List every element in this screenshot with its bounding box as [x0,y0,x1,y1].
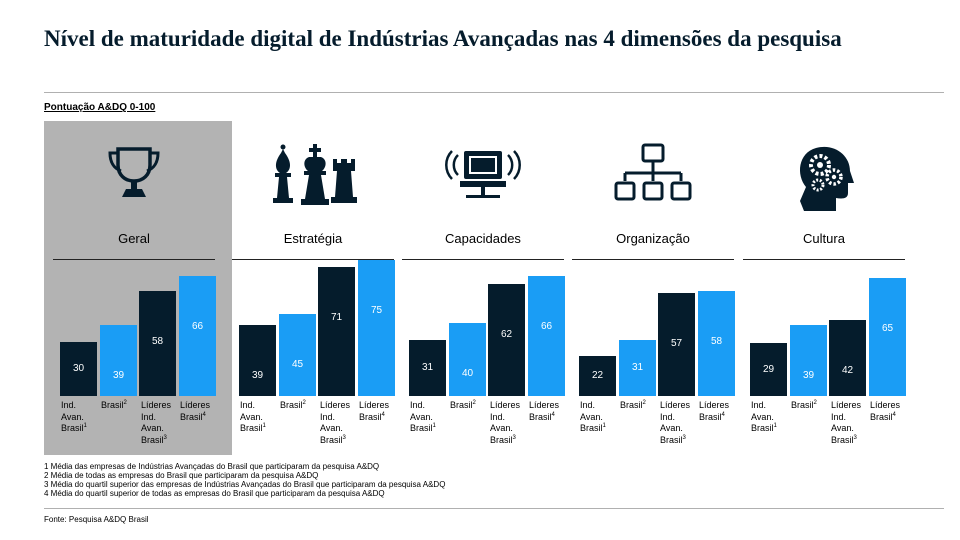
bar-value-label: 75 [370,305,383,316]
panel-title: Capacidades [445,231,521,246]
bar: 58 [139,290,176,396]
bar: 39 [790,325,827,396]
bar: 57 [658,292,695,396]
panel-divider [743,259,905,260]
category-label: Líderes Brasil4 [529,400,560,422]
bar-value-label: 66 [540,321,553,333]
panel-divider [402,259,564,260]
panel-cultura: Cultura 29 39 42 65 Ind. Avan. Brasil1 Brasil2 Lí… [743,121,906,455]
category-label: Brasil2 [450,400,476,410]
panel-title: Organização [616,231,690,246]
panel-title: Cultura [803,231,845,246]
bar-value-label: 71 [330,312,343,324]
bar-value-label: 39 [251,370,264,382]
bar-group: 30 39 58 66 [53,260,216,396]
bar: 71 [318,267,355,396]
category-label: Líderes Brasil4 [699,400,730,422]
category-label: Ind. Avan. Brasil1 [410,400,436,433]
panel-capacidades: Capacidades 31 40 62 66 Ind. Avan. Brasil1 Brasi… [402,121,565,455]
bar-value-label: 58 [710,335,723,347]
bar: 42 [829,319,866,396]
category-label: Ind. Avan. Brasil1 [61,400,87,433]
category-label: Ind. Avan. Brasil1 [751,400,777,433]
panel-geral: Geral 30 39 58 66 Ind. Avan. Brasil1 Brasil2 Líde… [53,121,216,455]
bar-group: 22 31 57 58 [572,260,735,396]
bar-value-label: 57 [670,337,683,349]
page-title: Nível de maturidade digital de Indústria… [44,26,842,51]
bar: 30 [60,341,97,396]
org-chart-icon [572,143,734,213]
footnote-1: 1 Média das empresas de Indústrias Avanç… [44,462,380,471]
category-label: Líderes Brasil4 [870,400,901,422]
category-label: Ind. Avan. Brasil1 [240,400,266,433]
bar-group: 29 39 42 65 [743,260,906,396]
chart-subtitle: Pontuação A&DQ 0-100 [44,102,156,113]
bar: 29 [750,343,787,396]
bar: 40 [449,323,486,396]
bar-value-label: 62 [500,328,513,340]
bar: 22 [579,356,616,396]
category-label: Brasil2 [280,400,306,410]
bar: 45 [279,314,316,396]
bar: 66 [528,276,565,396]
bar-group: 31 40 62 66 [402,260,565,396]
chess-pieces-icon [232,143,394,213]
category-label: Líderes Ind. Avan. Brasil3 [490,400,521,445]
bar-value-label: 45 [291,359,304,371]
bar: 66 [179,276,216,396]
panel-divider [53,259,215,260]
bar-value-label: 31 [421,361,434,373]
category-label: Brasil2 [791,400,817,410]
bar: 39 [239,325,276,396]
computer-icon [402,143,564,213]
title-divider [44,92,944,93]
bar-value-label: 65 [881,323,894,335]
footnote-3: 3 Média do quartil superior das empresas… [44,480,446,489]
bar-value-label: 42 [841,364,854,376]
category-label: Ind. Avan. Brasil1 [580,400,606,433]
bar-group: 39 45 71 75 [232,260,395,396]
category-label: Líderes Brasil4 [180,400,211,422]
bar-value-label: 58 [151,335,164,347]
panel-divider [232,259,394,260]
footnotes: 1 Média das empresas de Indústrias Avanç… [44,462,445,498]
footnote-4: 4 Média do quartil superior de todas as … [44,489,385,498]
source-note: Fonte: Pesquisa A&DQ Brasil [44,515,149,524]
panel-divider [572,259,734,260]
category-label: Líderes Ind. Avan. Brasil3 [660,400,691,445]
footer-divider [44,508,944,509]
category-label: Brasil2 [101,400,127,410]
panel-organizacao: Organização 22 31 57 58 Ind. Avan. Brasil1 Brasi… [572,121,735,455]
bar-value-label: 39 [802,370,815,382]
bar: 58 [698,290,735,396]
category-label: Líderes Brasil4 [359,400,390,422]
panel-title: Estratégia [283,231,343,246]
bar: 75 [358,260,395,396]
bar-value-label: 40 [461,368,474,380]
bar: 31 [409,339,446,396]
head-gears-icon [743,143,905,213]
panel-estrategia: Estratégia 39 45 71 75 Ind. Avan. Brasil1 Brasil… [232,121,395,455]
bar-value-label: 29 [762,363,775,375]
category-label: Brasil2 [620,400,646,410]
bar-value-label: 22 [591,370,604,382]
bar-value-label: 39 [112,370,125,382]
category-label: Líderes Ind. Avan. Brasil3 [141,400,172,445]
trophy-icon [53,143,215,213]
category-label: Líderes Ind. Avan. Brasil3 [831,400,862,445]
bar-value-label: 31 [631,361,644,373]
bar-value-label: 30 [72,362,85,374]
bar-value-label: 66 [191,321,204,333]
category-label: Líderes Ind. Avan. Brasil3 [320,400,351,445]
bar: 31 [619,339,656,396]
bar: 65 [869,278,906,396]
bar: 39 [100,325,137,396]
panel-title: Geral [118,231,150,246]
footnote-2: 2 Média de todas as empresas do Brasil q… [44,471,319,480]
bar: 62 [488,283,525,396]
